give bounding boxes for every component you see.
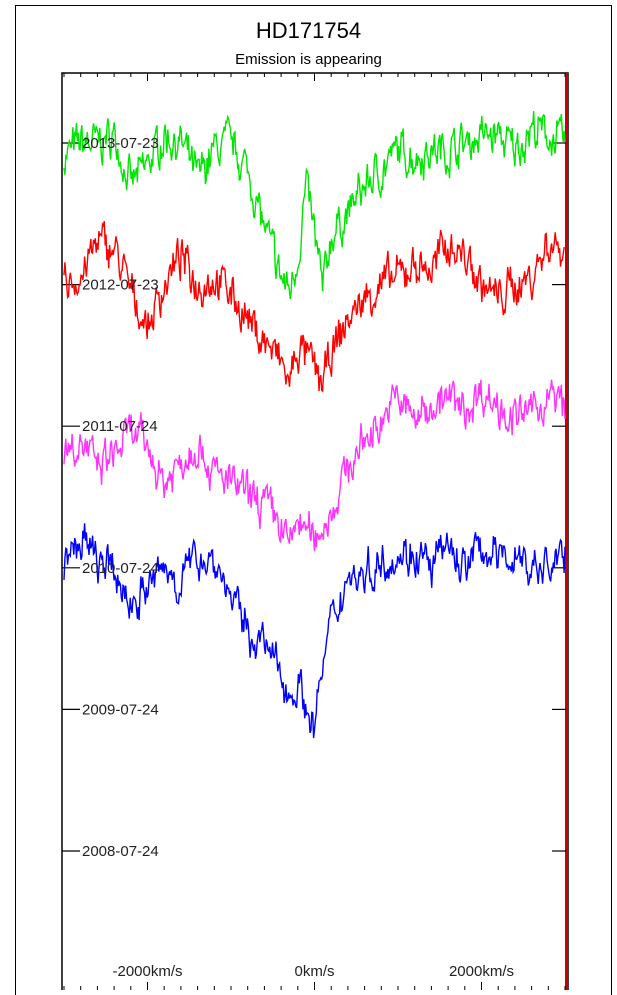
x-axis-labels: -2000km/s 0km/s 2000km/s — [112, 963, 514, 980]
x-minor-ticks-bottom — [63, 982, 566, 990]
y-tick-label: 2008-07-24 — [82, 843, 159, 860]
series-line — [63, 221, 566, 393]
series-line — [63, 379, 566, 552]
x-tick-label: -2000km/s — [112, 963, 182, 980]
series-line — [63, 110, 566, 300]
x-tick-label: 2000km/s — [449, 963, 514, 980]
y-tick-label: 2009-07-24 — [82, 701, 159, 718]
y-tick-label: 2011-07-24 — [82, 418, 158, 435]
y-tick-label: 2010-07-24 — [82, 560, 159, 577]
chart-frame — [15, 5, 612, 995]
chart-title: HD171754 — [255, 18, 362, 43]
series-line — [63, 523, 566, 739]
x-minor-ticks-top — [63, 73, 566, 81]
chart-subtitle: Emission is appearing — [235, 51, 382, 68]
y-tick-label: 2013-07-23 — [82, 135, 159, 152]
y-axis-labels: 2013-07-23 2012-07-23 2011-07-24 2010-07-24… — [82, 135, 159, 860]
x-tick-label: 0km/s — [294, 963, 334, 980]
y-tick-label: 2012-07-23 — [82, 277, 159, 294]
series-layer — [63, 110, 566, 739]
y-axis-ticks — [62, 142, 566, 852]
